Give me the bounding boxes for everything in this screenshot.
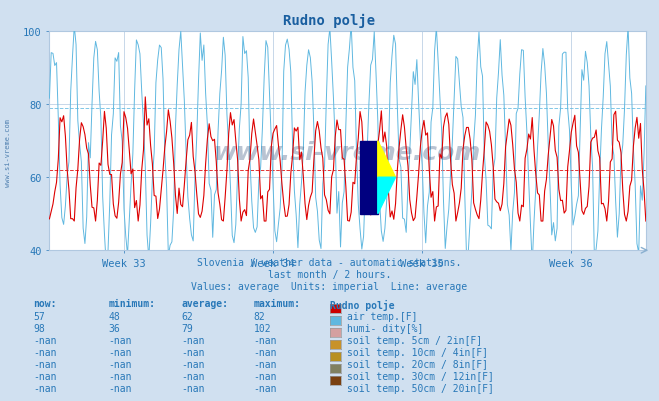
Text: -nan: -nan bbox=[254, 359, 277, 369]
Text: air temp.[F]: air temp.[F] bbox=[347, 311, 417, 321]
Text: humi- dity[%]: humi- dity[%] bbox=[347, 323, 423, 333]
Text: soil temp. 20cm / 8in[F]: soil temp. 20cm / 8in[F] bbox=[347, 359, 488, 369]
Text: -nan: -nan bbox=[181, 359, 205, 369]
Text: Rudno polje: Rudno polje bbox=[330, 299, 394, 310]
Text: soil temp. 10cm / 4in[F]: soil temp. 10cm / 4in[F] bbox=[347, 347, 488, 357]
Polygon shape bbox=[378, 142, 395, 178]
Text: www.si-vreme.com: www.si-vreme.com bbox=[5, 118, 11, 186]
Text: 36: 36 bbox=[109, 323, 121, 333]
Text: -nan: -nan bbox=[109, 347, 132, 357]
Text: -nan: -nan bbox=[109, 335, 132, 345]
Text: -nan: -nan bbox=[109, 383, 132, 393]
Text: -nan: -nan bbox=[33, 371, 57, 381]
Text: 62: 62 bbox=[181, 311, 193, 321]
Text: -nan: -nan bbox=[254, 335, 277, 345]
Text: now:: now: bbox=[33, 299, 57, 309]
Text: Rudno polje: Rudno polje bbox=[283, 14, 376, 28]
Text: 82: 82 bbox=[254, 311, 266, 321]
Text: -nan: -nan bbox=[181, 383, 205, 393]
Text: Values: average  Units: imperial  Line: average: Values: average Units: imperial Line: av… bbox=[191, 282, 468, 292]
Text: minimum:: minimum: bbox=[109, 299, 156, 309]
Text: 102: 102 bbox=[254, 323, 272, 333]
Text: -nan: -nan bbox=[254, 383, 277, 393]
Bar bbox=[360, 142, 378, 214]
Text: -nan: -nan bbox=[33, 359, 57, 369]
Text: average:: average: bbox=[181, 299, 228, 309]
Text: -nan: -nan bbox=[254, 347, 277, 357]
Text: -nan: -nan bbox=[109, 371, 132, 381]
Text: 98: 98 bbox=[33, 323, 45, 333]
Text: -nan: -nan bbox=[109, 359, 132, 369]
Polygon shape bbox=[378, 178, 395, 214]
Text: last month / 2 hours.: last month / 2 hours. bbox=[268, 269, 391, 279]
Text: soil temp. 5cm / 2in[F]: soil temp. 5cm / 2in[F] bbox=[347, 335, 482, 345]
Text: -nan: -nan bbox=[181, 335, 205, 345]
Text: 79: 79 bbox=[181, 323, 193, 333]
Text: www.si-vreme.com: www.si-vreme.com bbox=[214, 140, 481, 164]
Text: -nan: -nan bbox=[181, 347, 205, 357]
Text: 48: 48 bbox=[109, 311, 121, 321]
Text: 57: 57 bbox=[33, 311, 45, 321]
Text: -nan: -nan bbox=[181, 371, 205, 381]
Text: Slovenia / weather data - automatic stations.: Slovenia / weather data - automatic stat… bbox=[197, 257, 462, 267]
Text: -nan: -nan bbox=[254, 371, 277, 381]
Text: -nan: -nan bbox=[33, 335, 57, 345]
Text: soil temp. 50cm / 20in[F]: soil temp. 50cm / 20in[F] bbox=[347, 383, 494, 393]
Text: -nan: -nan bbox=[33, 347, 57, 357]
Text: maximum:: maximum: bbox=[254, 299, 301, 309]
Text: -nan: -nan bbox=[33, 383, 57, 393]
Text: soil temp. 30cm / 12in[F]: soil temp. 30cm / 12in[F] bbox=[347, 371, 494, 381]
